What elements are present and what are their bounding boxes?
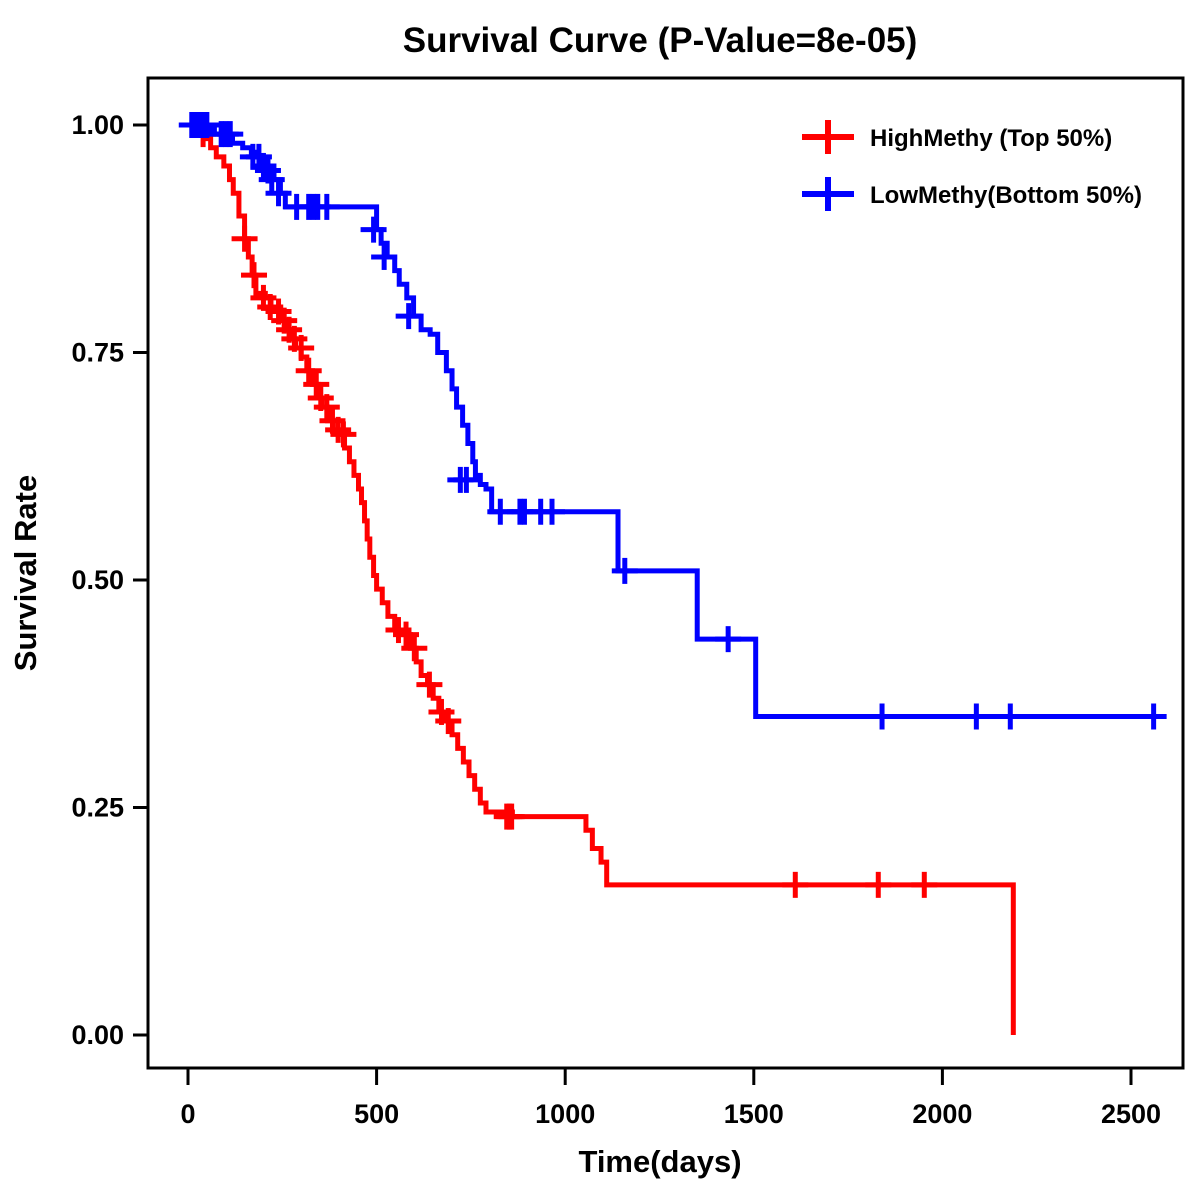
censor-mark (611, 557, 638, 584)
censor-mark (782, 871, 809, 898)
censor-mark (869, 703, 896, 730)
censor-mark (360, 216, 387, 243)
censor-mark (265, 180, 292, 207)
km-step-line (188, 122, 1016, 1035)
censor-mark (453, 466, 480, 493)
legend-item[interactable]: HighMethy (Top 50%) (802, 120, 1112, 154)
censor-mark (250, 152, 277, 179)
y-tick-label: 0.25 (71, 793, 124, 823)
censor-mark (258, 166, 285, 193)
censor-mark (963, 703, 990, 730)
censor-mark (911, 871, 938, 898)
x-tick-label: 0 (180, 1099, 195, 1129)
censor-mark (288, 334, 315, 361)
censor-mark (715, 626, 742, 653)
y-tick-label: 1.00 (71, 110, 124, 140)
legend-item[interactable]: LowMethy(Bottom 50%) (802, 177, 1142, 211)
x-tick-label: 500 (354, 1099, 399, 1129)
y-axis-ticks: 0.00 0.25 0.50 0.75 1.00 (71, 110, 148, 1050)
censor-mark (231, 225, 258, 252)
censor-mark (498, 803, 525, 830)
censor-mark (395, 303, 422, 330)
legend-item-label: LowMethy(Bottom 50%) (870, 182, 1142, 209)
censor-mark (416, 671, 443, 698)
x-tick-label: 2500 (1101, 1099, 1161, 1129)
censor-mark (435, 708, 462, 735)
censor-mark (325, 416, 352, 443)
x-tick-label: 1500 (724, 1099, 784, 1129)
x-axis-ticks: 0 500 1000 1500 2000 2500 (180, 1068, 1161, 1129)
censor-mark (193, 112, 220, 138)
y-tick-label: 0.75 (71, 338, 124, 368)
chart-legend: HighMethy (Top 50%) LowMethy(Bottom 50%) (802, 120, 1142, 211)
censor-mark (330, 421, 357, 448)
censor-mark (295, 357, 322, 384)
plot-panel (146, 76, 1185, 1070)
km-series (178, 112, 1167, 730)
censor-mark (241, 262, 268, 289)
chart-title: Survival Curve (P-Value=8e-05) (403, 21, 918, 60)
x-tick-label: 1000 (535, 1099, 595, 1129)
y-axis-label: Survival Rate (8, 475, 43, 671)
censor-mark (393, 621, 420, 648)
censor-mark (997, 703, 1024, 730)
censor-mark (217, 121, 244, 148)
panel-border (146, 76, 1185, 1070)
x-tick-label: 2000 (912, 1099, 972, 1129)
censor-mark (303, 371, 330, 398)
x-axis-label: Time(days) (578, 1144, 741, 1179)
censor-mark (1140, 703, 1167, 730)
censor-mark (401, 635, 428, 662)
censor-mark (313, 394, 340, 421)
legend-item-label: HighMethy (Top 50%) (870, 125, 1112, 152)
series-group (178, 112, 1167, 1035)
censor-mark (538, 498, 565, 525)
censor-mark (313, 193, 340, 220)
censor-mark (371, 243, 398, 270)
y-tick-label: 0.50 (71, 565, 124, 595)
censor-mark (865, 871, 892, 898)
y-tick-label: 0.00 (71, 1020, 124, 1050)
